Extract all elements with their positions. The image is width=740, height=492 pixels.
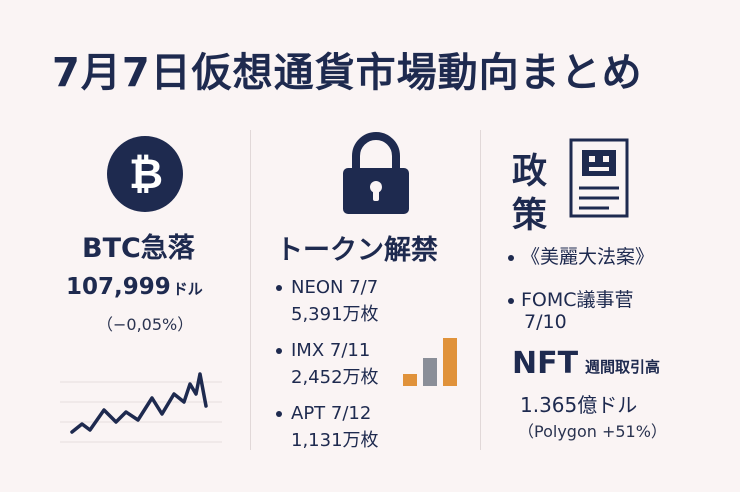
policy-item-date: 7/10 bbox=[524, 311, 567, 333]
policy-item: FOMC議事菅 bbox=[508, 285, 634, 312]
token-unlock-heading: トークン解禁 bbox=[276, 235, 438, 266]
btc-change: （−0,05%） bbox=[97, 315, 194, 334]
column-divider bbox=[250, 130, 251, 450]
nft-sub-label: 週間取引高 bbox=[585, 358, 661, 376]
unlock-name-date: APT 7/12 bbox=[291, 403, 372, 424]
price-trend-chart-icon bbox=[60, 372, 222, 443]
bitcoin-icon: ₿ bbox=[107, 136, 183, 212]
bullet-icon bbox=[276, 284, 282, 291]
policy-heading-1: 政 bbox=[512, 152, 548, 192]
unlock-amount: 5,391万枚 bbox=[291, 304, 379, 325]
nft-note: （Polygon +51%） bbox=[518, 422, 667, 441]
unlock-item: IMX 7/11 2,452万枚 bbox=[276, 337, 379, 391]
bullet-icon bbox=[276, 347, 282, 354]
unlock-amount: 2,452万枚 bbox=[291, 367, 379, 388]
bullet-icon bbox=[276, 410, 282, 417]
unlock-item: APT 7/12 1,131万枚 bbox=[276, 400, 379, 454]
unlock-name-date: IMX 7/11 bbox=[291, 340, 371, 361]
btc-price-value: 107,999 bbox=[66, 274, 171, 300]
svg-text:₿: ₿ bbox=[129, 149, 163, 198]
bullet-icon bbox=[508, 254, 514, 261]
nft-label: NFT bbox=[512, 346, 579, 381]
bullet-icon bbox=[508, 297, 514, 304]
btc-price-unit: ドル bbox=[172, 280, 203, 298]
page-title: 7月7日仮想通貨市場動向まとめ bbox=[52, 50, 643, 96]
bar-chart-icon bbox=[403, 338, 457, 386]
unlock-amount: 1,131万枚 bbox=[291, 430, 379, 451]
policy-item: 《美麗大法案》 bbox=[508, 242, 654, 269]
unlock-name-date: NEON 7/7 bbox=[291, 277, 379, 298]
column-divider bbox=[480, 130, 481, 450]
document-icon bbox=[569, 138, 629, 218]
btc-price: 107,999 ドル bbox=[66, 274, 203, 300]
unlock-item: NEON 7/7 5,391万枚 bbox=[276, 274, 379, 328]
policy-heading-2: 策 bbox=[512, 196, 548, 236]
policy-item-text: FOMC議事菅 bbox=[521, 289, 634, 311]
btc-heading: BTC急落 bbox=[82, 233, 195, 264]
policy-item-text: 《美麗大法案》 bbox=[521, 246, 655, 268]
nft-value: 1.365億ドル bbox=[520, 393, 638, 417]
lock-icon bbox=[343, 132, 409, 214]
